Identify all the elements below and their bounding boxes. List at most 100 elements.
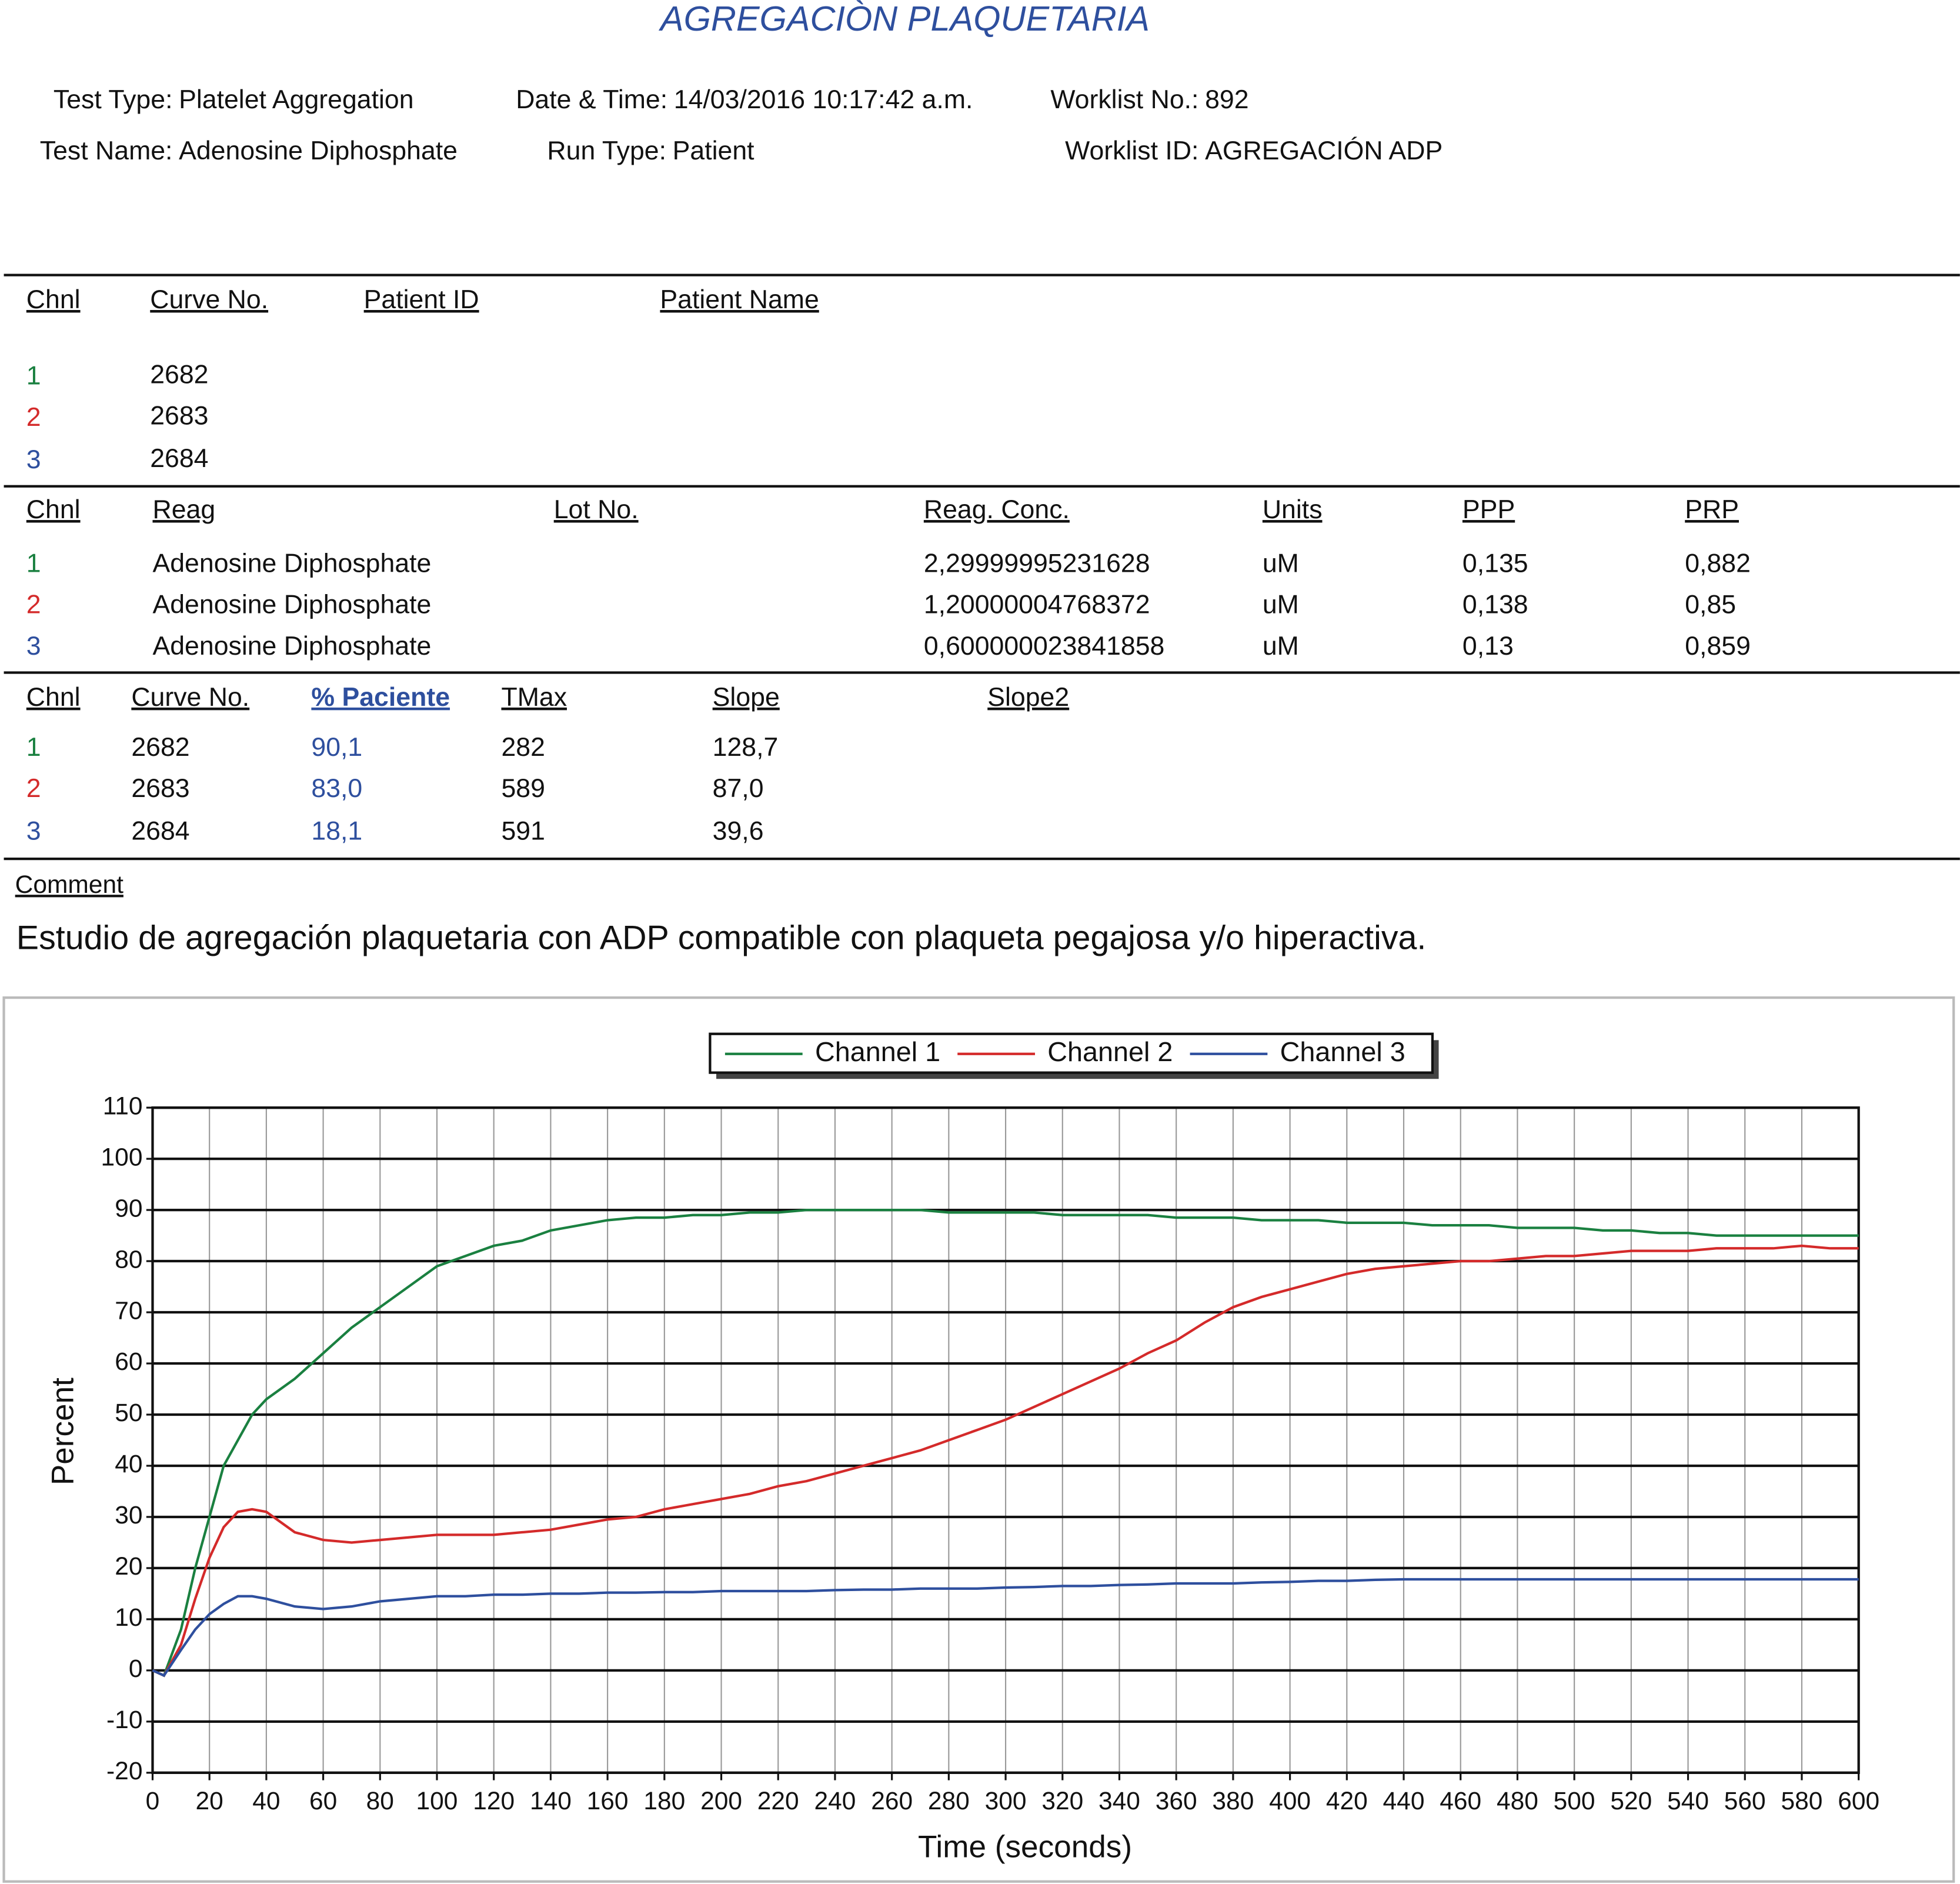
series-line [152,1244,1859,1678]
y-tick-label: 0 [129,1655,143,1683]
column-header: Units [1263,495,1323,524]
field-label: Run Type: [547,136,666,165]
x-tick-label: 40 [252,1788,280,1815]
table-cell: 39,6 [713,816,764,845]
y-tick-label: 50 [115,1399,142,1427]
table-cell: 0,882 [1685,549,1751,578]
x-tick-label: 320 [1041,1788,1083,1815]
x-tick-label: 580 [1781,1788,1822,1815]
x-tick-label: 360 [1156,1788,1197,1815]
table-cell: uM [1263,632,1299,661]
table-cell: uM [1263,591,1299,619]
table-cell: uM [1263,549,1299,578]
y-tick-label: 100 [101,1143,143,1171]
table-cell: 0,859 [1685,632,1751,661]
y-tick-label: 20 [115,1553,142,1580]
column-header: Reag [152,495,215,524]
column-header: PPP [1463,495,1515,524]
table-cell: 1 [26,733,41,762]
field-value: Patient [673,136,755,165]
y-tick-label: 40 [115,1450,142,1478]
x-axis-label: Time (seconds) [918,1830,1132,1865]
column-header: Slope [713,683,780,712]
table-cell: 3 [26,632,41,661]
legend-label: Channel 1 [815,1036,940,1067]
x-tick-label: 20 [196,1788,223,1815]
x-tick-label: 520 [1610,1788,1652,1815]
legend-label: Channel 3 [1280,1036,1405,1067]
comment-text: Estudio de agregación plaquetaria con AD… [16,919,1427,956]
x-tick-label: 420 [1326,1788,1368,1815]
table-cell: 18,1 [311,816,362,845]
table-cell: Adenosine Diphosphate [152,549,431,578]
field-value: Platelet Aggregation [179,85,413,114]
column-header: Curve No. [131,683,249,712]
table-cell: 0,13 [1463,632,1514,661]
x-tick-label: 160 [587,1788,629,1815]
table-cell: 83,0 [311,774,362,803]
table-cell: 282 [501,733,545,762]
x-tick-label: 0 [146,1788,160,1815]
x-tick-label: 600 [1838,1788,1879,1815]
x-tick-label: 340 [1098,1788,1140,1815]
x-tick-label: 220 [757,1788,799,1815]
field-label: Date & Time: [516,85,667,114]
y-tick-label: -10 [106,1706,142,1734]
table-cell: 2,29999995231628 [924,549,1150,578]
table-cell: 2684 [131,816,189,845]
y-tick-label: 90 [115,1195,142,1222]
table-cell: 2 [26,403,41,432]
x-tick-label: 280 [928,1788,970,1815]
column-header: Patient Name [660,285,819,314]
x-tick-label: 300 [985,1788,1027,1815]
table-cell: 1,20000004768372 [924,591,1150,619]
column-header: Chnl [26,495,81,524]
field-value: 14/03/2016 10:17:42 a.m. [674,85,973,114]
x-tick-label: 480 [1497,1788,1538,1815]
field-value: Adenosine Diphosphate [179,136,458,165]
x-tick-label: 100 [416,1788,458,1815]
y-tick-label: 60 [115,1348,142,1376]
y-tick-label: 70 [115,1297,142,1325]
x-tick-label: 140 [530,1788,572,1815]
table-cell: 2682 [131,733,189,762]
x-tick-label: 200 [700,1788,742,1815]
table-cell: 0,85 [1685,591,1736,619]
chart-frame [2,996,1955,1883]
table-cell: Adenosine Diphosphate [152,632,431,661]
table-cell: 87,0 [713,774,764,803]
table-cell: 2 [26,591,41,619]
y-axis-label: Percent [46,1378,81,1485]
x-tick-label: 440 [1383,1788,1425,1815]
x-tick-label: 260 [871,1788,913,1815]
report-title: AGREGACIÒN PLAQUETARIA [659,0,1150,38]
column-header: TMax [501,683,567,712]
column-header: Chnl [26,285,81,314]
x-tick-label: 380 [1212,1788,1254,1815]
table-cell: 0,138 [1463,591,1528,619]
table-cell: 2683 [150,402,208,431]
legend-box [709,1032,1434,1074]
x-tick-label: 120 [473,1788,515,1815]
series-line [152,1208,1859,1678]
column-header: Curve No. [150,285,268,314]
column-header: Reag. Conc. [924,495,1070,524]
table-cell: 0,600000023841858 [924,632,1165,661]
table-cell: 2682 [150,361,208,389]
x-tick-label: 60 [309,1788,337,1815]
x-tick-label: 560 [1724,1788,1766,1815]
y-tick-label: 80 [115,1246,142,1273]
y-tick-label: 110 [103,1092,143,1120]
table-cell: 128,7 [713,733,779,762]
comment-label: Comment [15,871,123,899]
field-label: Worklist ID: [1065,136,1198,165]
table-cell: 2 [26,774,41,803]
x-tick-label: 180 [643,1788,685,1815]
y-tick-label: 30 [115,1502,142,1529]
y-tick-label: -20 [106,1758,142,1785]
field-label: Test Type: [54,85,173,114]
x-tick-label: 80 [366,1788,394,1815]
table-cell: 3 [26,816,41,845]
